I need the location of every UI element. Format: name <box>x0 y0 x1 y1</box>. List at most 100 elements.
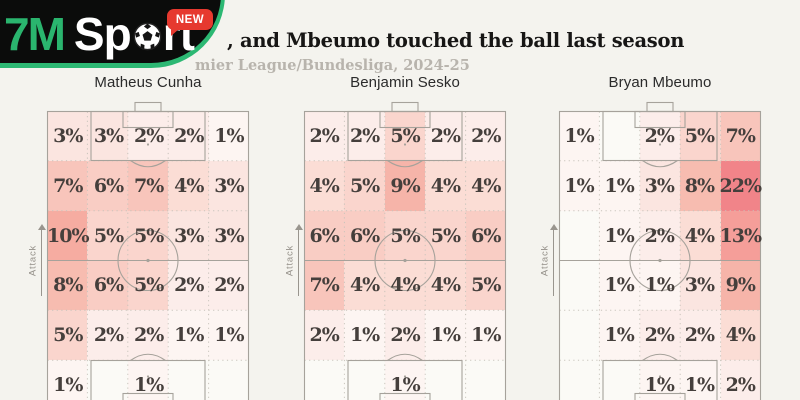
brand-sport-prefix: Sp <box>73 7 132 60</box>
heat-cell <box>559 111 600 161</box>
pitch: 1% 2% 5% 7% 1% 1% 3% 8% 22% 1% 2% 4% 13% 1% 1% 3% 9% 1% 2%… <box>558 101 762 400</box>
heat-cell <box>47 111 88 161</box>
percent-label: 4% <box>309 174 340 197</box>
percent-label: 9% <box>725 274 756 297</box>
heat-cell <box>425 310 466 361</box>
percent-label: 4% <box>684 224 715 247</box>
heat-cell <box>384 260 426 311</box>
heat-cell <box>680 160 721 211</box>
attack-label: Attack <box>539 244 551 277</box>
percent-label: 9% <box>390 174 420 197</box>
percent-label: 1% <box>349 324 380 347</box>
percent-label: 2% <box>390 324 420 347</box>
percent-label: 1% <box>684 374 715 397</box>
pitch-panel: Benjamin Sesko Attack <box>285 74 507 400</box>
heat-cell <box>639 160 681 211</box>
heat-cell <box>304 210 345 261</box>
percent-label: 3% <box>214 224 244 247</box>
heat-cell <box>47 310 88 361</box>
heat-cell <box>344 310 385 361</box>
percent-label: 3% <box>214 174 244 197</box>
attack-arrow-icon <box>294 224 303 296</box>
percent-label: 6% <box>93 274 124 297</box>
heat-cell <box>208 210 249 261</box>
heat-cell <box>304 260 345 311</box>
heat-cell <box>168 260 209 311</box>
heat-cell <box>639 210 681 261</box>
percent-label <box>559 211 599 261</box>
heat-cell <box>680 260 721 311</box>
percent-label: 2% <box>684 324 715 347</box>
pitch: 3% 3% 2% 2% 1% 7% 6% 7% 4% 3% 10% 5% 5% 3% 3% 8% 6% 5% 2% 2… <box>46 101 250 400</box>
percent-label: 5% <box>390 124 420 147</box>
percent-label: 7% <box>134 174 164 197</box>
percent-label <box>466 360 506 400</box>
heatmap-labels: 1% 2% 5% 7% 1% 1% 3% 8% 22% 1% 2% 4% 13% 1% 1% 3% 9% 1% 2%… <box>559 111 762 400</box>
percent-label: 4% <box>349 274 380 297</box>
percent-label <box>599 360 639 400</box>
percent-label: 3% <box>644 174 675 197</box>
percent-label: 3% <box>53 124 83 147</box>
percent-label: 5% <box>349 174 380 197</box>
heat-cell <box>384 210 426 261</box>
percent-label: 2% <box>134 124 164 147</box>
percent-label: 13% <box>719 224 762 247</box>
percent-label: 1% <box>604 174 635 197</box>
percent-label: 2% <box>93 324 124 347</box>
percent-label: 8% <box>684 174 715 197</box>
heat-cell <box>87 111 128 161</box>
heat-cell <box>344 111 385 161</box>
heat-cell <box>680 360 721 400</box>
percent-label: 1% <box>430 324 461 347</box>
heat-cell <box>208 160 249 211</box>
player-name: Benjamin Sesko <box>350 74 460 91</box>
pitch-markings-icon <box>558 101 762 400</box>
heat-cell <box>208 111 249 161</box>
percent-label: 1% <box>644 274 675 297</box>
heat-cell <box>127 260 169 311</box>
percent-label: 3% <box>684 274 715 297</box>
chart-title: , and Mbeumo touched the ball last seaso… <box>227 29 685 53</box>
percent-label <box>559 310 599 360</box>
heat-cell <box>304 310 345 361</box>
percent-label: 6% <box>349 224 380 247</box>
percent-label: 4% <box>471 174 501 197</box>
heat-cell <box>47 360 88 400</box>
percent-label <box>344 360 384 400</box>
heat-cell <box>639 260 681 311</box>
heat-cell <box>208 260 249 311</box>
heat-cell <box>168 310 209 361</box>
heat-cell <box>384 160 426 211</box>
percent-label <box>89 360 129 400</box>
heat-cell <box>425 111 466 161</box>
heat-cell <box>208 310 249 361</box>
percent-label <box>425 360 465 400</box>
percent-label: 2% <box>214 274 244 297</box>
percent-label: 8% <box>53 274 83 297</box>
percent-label <box>169 360 209 400</box>
pitch-panel: Bryan Mbeumo Attack <box>540 74 762 400</box>
heat-cell <box>639 111 681 161</box>
brand-7m-text: 7M <box>4 7 66 60</box>
percent-label: 3% <box>174 224 204 247</box>
pitch: 2% 2% 5% 2% 2% 4% 5% 9% 4% 4% 6% 6% 5% 5% 6% 7% 4% 4% 4% 5%… <box>303 101 507 400</box>
heat-cell <box>639 310 681 361</box>
percent-label: 1% <box>390 374 420 397</box>
percent-label: 6% <box>93 174 124 197</box>
percent-label: 5% <box>134 224 164 247</box>
percent-label: 6% <box>309 224 340 247</box>
percent-label: 2% <box>349 124 380 147</box>
percent-label: 2% <box>430 124 461 147</box>
percent-label: 2% <box>644 124 675 147</box>
percent-label: 1% <box>644 374 675 397</box>
new-badge: NEW <box>167 9 213 36</box>
percent-label: 2% <box>309 124 340 147</box>
attack-label: Attack <box>27 244 39 277</box>
heat-cell <box>127 111 169 161</box>
heat-cell <box>465 111 506 161</box>
heatmap-cells <box>47 111 249 400</box>
percent-label: 10% <box>47 224 89 247</box>
heat-cell <box>168 210 209 261</box>
heat-cell <box>127 210 169 261</box>
